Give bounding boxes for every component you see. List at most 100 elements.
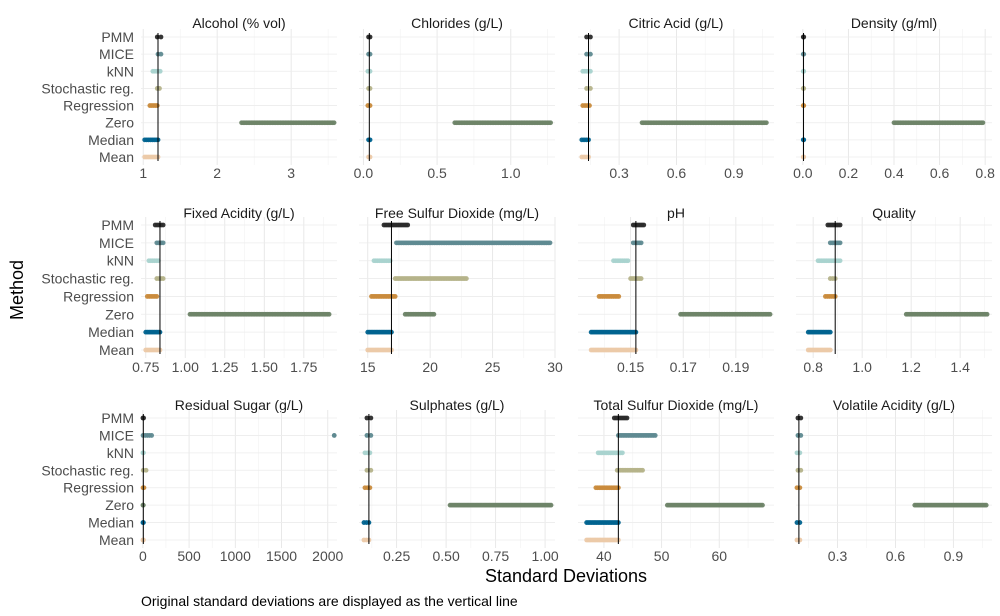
point-pmm bbox=[588, 34, 593, 40]
point-mean bbox=[827, 347, 833, 353]
panel-citric-acid-g-l: Citric Acid (g/L) 0.3 0.6 0.9 bbox=[578, 15, 774, 181]
point-pmm bbox=[837, 222, 843, 228]
method-label-regression: Regression bbox=[63, 288, 134, 304]
point-stochastic-reg bbox=[798, 467, 804, 473]
method-label-stochastic-reg: Stochastic reg. bbox=[41, 462, 134, 478]
point-knn bbox=[797, 450, 803, 456]
method-label-mice: MICE bbox=[99, 427, 134, 443]
method-label-mean: Mean bbox=[99, 149, 134, 165]
x-tick-label: 0.6 bbox=[930, 165, 950, 181]
point-mice bbox=[547, 240, 553, 246]
point-regression bbox=[587, 103, 592, 108]
x-tick-label: 60 bbox=[711, 548, 727, 564]
method-label-pmm: PMM bbox=[101, 410, 134, 426]
point-pmm bbox=[158, 34, 164, 40]
point-knn bbox=[367, 68, 373, 74]
x-tick-label: 30 bbox=[547, 359, 563, 375]
point-zero bbox=[331, 120, 337, 126]
x-tick-label: 0.50 bbox=[432, 548, 459, 564]
point-stochastic-reg bbox=[584, 86, 590, 91]
x-tick-label: 1.4 bbox=[950, 359, 970, 375]
x-tick-label: 0 bbox=[139, 548, 147, 564]
point-zero bbox=[767, 311, 773, 317]
panel-title: Free Sulfur Dioxide (mg/L) bbox=[375, 205, 539, 221]
panel-title: Total Sulfur Dioxide (mg/L) bbox=[594, 397, 759, 413]
panel-fixed-acidity-g-l: Fixed Acidity (g/L) 0.75 1.00 1.25 1.50 1.75 P… bbox=[41, 205, 337, 375]
method-label-pmm: PMM bbox=[101, 29, 134, 45]
method-label-regression: Regression bbox=[63, 480, 134, 496]
panel-residual-sugar-g-l: Residual Sugar (g/L)0 500 1000 1500 2000PMMM… bbox=[41, 397, 343, 564]
method-label-regression: Regression bbox=[63, 98, 134, 114]
x-tick-label: 1.0 bbox=[852, 359, 872, 375]
point-stochastic-reg bbox=[143, 467, 149, 473]
point-pmm bbox=[584, 34, 590, 40]
x-tick-label: 0.9 bbox=[724, 165, 744, 181]
point-regression bbox=[367, 103, 373, 108]
panel-title: Citric Acid (g/L) bbox=[629, 15, 724, 31]
x-tick-label: 15 bbox=[360, 359, 376, 375]
method-label-knn: kNN bbox=[107, 63, 134, 79]
point-zero bbox=[326, 311, 332, 317]
method-label-median: Median bbox=[88, 515, 134, 531]
point-mice bbox=[158, 51, 164, 57]
x-tick-label: 0.6 bbox=[886, 548, 906, 564]
panel-title: Residual Sugar (g/L) bbox=[175, 397, 303, 413]
point-pmm bbox=[367, 34, 373, 40]
point-mice bbox=[837, 240, 843, 246]
point-regression bbox=[141, 485, 147, 491]
point-knn bbox=[157, 68, 163, 74]
method-label-stochastic-reg: Stochastic reg. bbox=[41, 271, 134, 287]
x-tick-label: 1.25 bbox=[211, 359, 238, 375]
point-stochastic-reg bbox=[640, 467, 645, 473]
point-zero bbox=[980, 120, 986, 126]
point-pmm bbox=[624, 415, 630, 421]
x-tick-label: 1.75 bbox=[290, 359, 317, 375]
method-label-mean: Mean bbox=[99, 342, 134, 358]
point-mice bbox=[364, 433, 370, 438]
point-zero bbox=[548, 502, 554, 508]
point-mice bbox=[588, 51, 593, 57]
x-tick-label: 1.00 bbox=[531, 548, 558, 564]
x-tick-label: 0.3 bbox=[609, 165, 629, 181]
point-pmm bbox=[364, 415, 370, 421]
x-tick-label: 50 bbox=[654, 548, 670, 564]
point-regression bbox=[797, 485, 803, 491]
point-knn bbox=[625, 258, 631, 264]
point-stochastic-reg bbox=[160, 276, 166, 281]
point-stochastic-reg bbox=[367, 86, 373, 91]
point-pmm bbox=[798, 415, 804, 421]
method-label-mice: MICE bbox=[99, 235, 134, 251]
x-tick-label: 0.9 bbox=[944, 548, 964, 564]
x-tick-label: 2 bbox=[213, 165, 221, 181]
method-label-knn: kNN bbox=[107, 253, 134, 269]
point-knn bbox=[837, 258, 843, 264]
method-label-zero: Zero bbox=[105, 115, 134, 131]
x-tick-label: 0.17 bbox=[670, 359, 697, 375]
point-zero bbox=[760, 502, 765, 508]
x-tick-label: 1.2 bbox=[901, 359, 921, 375]
point-mice bbox=[584, 51, 590, 57]
method-label-zero: Zero bbox=[105, 306, 134, 322]
point-mice bbox=[160, 240, 166, 246]
point-knn bbox=[367, 450, 373, 456]
point-stochastic-reg bbox=[588, 86, 593, 91]
point-mean bbox=[367, 154, 373, 160]
point-stochastic-reg bbox=[364, 467, 370, 473]
point-zero bbox=[984, 311, 990, 317]
point-pmm bbox=[368, 415, 374, 421]
x-tick-label: 1500 bbox=[266, 548, 297, 564]
point-regression bbox=[154, 294, 160, 299]
panel-ph: pH 0.15 0.17 0.19 bbox=[578, 205, 774, 375]
panel-density-g-ml: Density (g/ml) 0.0 0.2 0.4 0.6 0.8 bbox=[793, 15, 995, 181]
method-label-mice: MICE bbox=[99, 46, 134, 62]
x-tick-label: 0.0 bbox=[354, 165, 374, 181]
x-tick-label: 0.75 bbox=[132, 359, 159, 375]
panel-free-sulfur-dioxide-mg-l: Free Sulfur Dioxide (mg/L) 15 20 25 30 bbox=[359, 205, 563, 375]
point-median bbox=[367, 137, 373, 143]
point-mice bbox=[149, 433, 155, 438]
panel-volatile-acidity-g-l: Volatile Acidity (g/L) 0.3 0.6 0.9 bbox=[794, 397, 992, 564]
panel-title: Alcohol (% vol) bbox=[192, 15, 285, 31]
